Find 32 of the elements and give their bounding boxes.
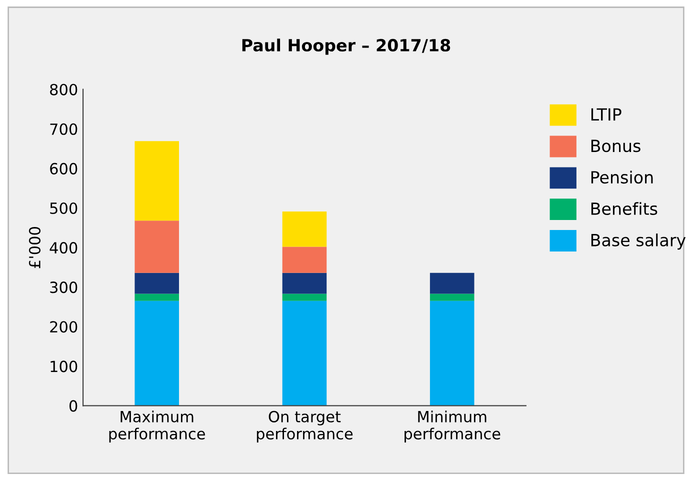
bar (134, 220, 179, 273)
bar (430, 294, 474, 301)
x-tick-label: On target performance (256, 410, 353, 442)
y-tick-label: 600 (50, 162, 78, 174)
bar (282, 246, 327, 273)
legend-label: Pension (591, 170, 653, 184)
x-tick-label: Minimum performance (404, 410, 500, 442)
y-tick-label: 300 (50, 282, 78, 294)
y-tick-label: 200 (50, 321, 78, 333)
y-tick-label: 400 (50, 242, 78, 254)
y-axis-title: £'000 (28, 227, 40, 268)
bar (282, 272, 327, 294)
bar (134, 272, 179, 294)
legend-label: Benefits (591, 202, 658, 216)
bar (430, 272, 474, 294)
y-tick-label: 500 (50, 202, 78, 214)
chart-title: Paul Hooper – 2017/18 (242, 38, 450, 55)
y-tick-label: 100 (50, 360, 78, 372)
bar (282, 300, 327, 406)
legend-label: LTIP (591, 108, 622, 121)
bar (282, 212, 327, 247)
bar (282, 294, 327, 301)
legend-label: Bonus (591, 140, 640, 152)
x-tick-label: Maximum performance (109, 410, 205, 442)
y-tick-label: 700 (50, 123, 78, 135)
legend-label: Base salary (591, 234, 686, 250)
y-tick-label: 800 (50, 84, 78, 96)
bar (134, 141, 179, 221)
bar (430, 300, 474, 406)
bar (134, 300, 179, 406)
bar (134, 294, 179, 301)
y-tick-label: 0 (69, 400, 78, 412)
